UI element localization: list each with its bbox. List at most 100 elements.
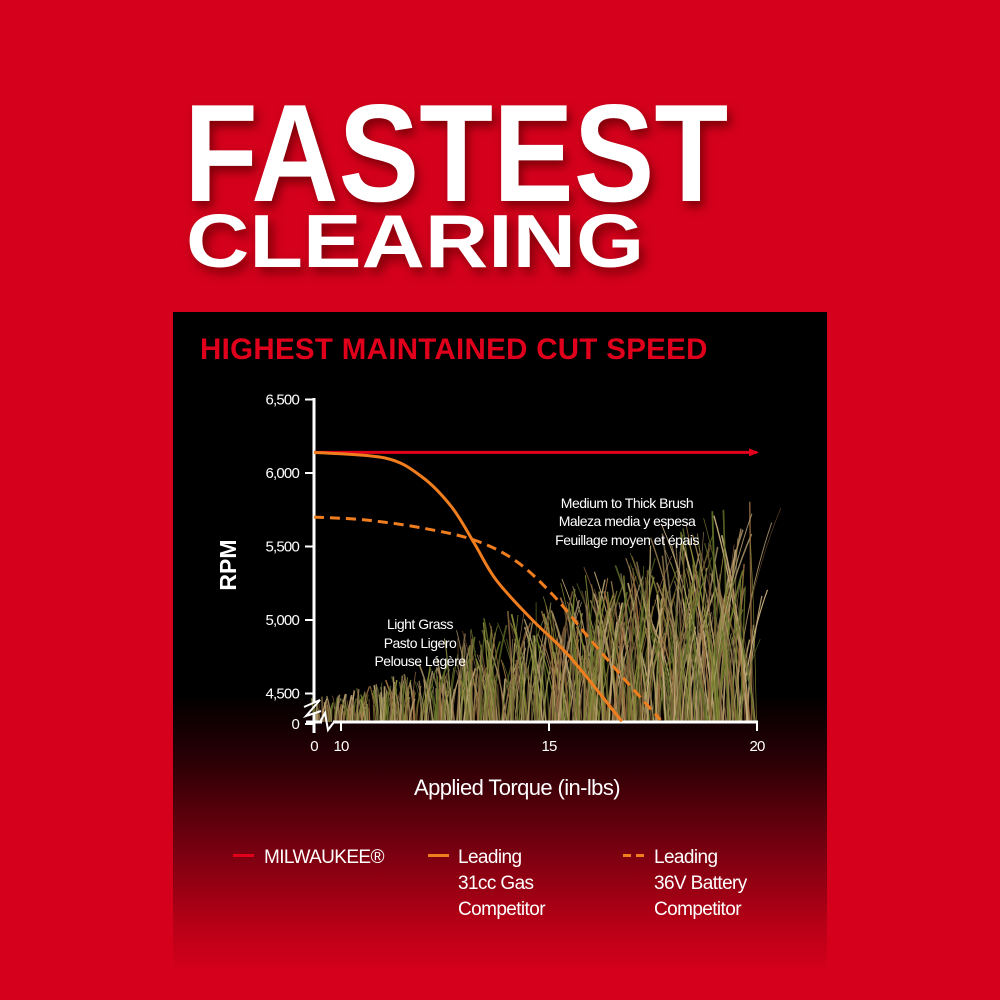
grass-blade	[687, 540, 719, 723]
grass-blade	[661, 533, 680, 723]
grass-blade	[684, 578, 694, 723]
grass-blade	[374, 690, 381, 723]
grass-blade	[509, 638, 513, 723]
legend-swatch-battery	[623, 854, 645, 857]
grass-blade	[717, 587, 752, 723]
grass-blade	[440, 682, 446, 723]
grass-blade	[369, 685, 377, 723]
annotation-medium-brush: Medium to Thick Brush Maleza media y esp…	[555, 495, 700, 548]
grass-blade	[579, 611, 597, 723]
grass-blade	[457, 637, 460, 723]
grass-blade	[696, 533, 714, 723]
grass-blade	[376, 686, 384, 723]
grass-blade	[399, 675, 404, 723]
grass-blade	[372, 690, 379, 723]
grass-blade	[483, 641, 501, 723]
grass-blade	[643, 598, 671, 723]
grass-blade	[360, 700, 367, 723]
grass-blade	[689, 590, 694, 723]
grass-blade	[709, 513, 753, 723]
series-layer	[313, 448, 759, 723]
grass-blade	[408, 698, 416, 723]
legend-label-gas: Leading 31cc Gas Competitor	[458, 847, 546, 920]
grass-blade	[552, 668, 556, 723]
grass-blade	[736, 623, 755, 723]
grass-blade	[526, 639, 548, 723]
grass-blade	[425, 670, 434, 723]
grass-blade	[471, 654, 486, 723]
series-36v-battery	[313, 515, 662, 721]
grass-blade	[682, 528, 701, 723]
grass-blade	[501, 678, 507, 723]
grass-blade	[428, 679, 432, 723]
grass-blade	[711, 511, 718, 723]
grass-blade	[336, 700, 340, 723]
grass-blade	[750, 544, 757, 723]
grass-blade	[690, 583, 711, 723]
grass-blade	[442, 680, 450, 723]
grass-blade	[403, 704, 407, 723]
grass-blade	[548, 626, 566, 723]
y-tick-label: 4,500	[265, 686, 299, 703]
labels-layer: RPM Applied Torque (in-lbs) Light Grass …	[215, 495, 700, 800]
grass-blade	[396, 694, 401, 723]
grass-blade	[327, 704, 331, 723]
grass-blade	[346, 700, 351, 723]
grass-blade	[489, 622, 505, 723]
grass-blade	[538, 673, 544, 723]
grass-blade	[622, 575, 630, 723]
grass-blade	[588, 594, 615, 723]
grass-blade	[673, 641, 678, 723]
annotation-light-grass: Light Grass Pasto Ligero Pelouse Légère	[374, 616, 466, 669]
grass-blade	[654, 633, 672, 723]
grass-blade	[502, 662, 517, 723]
grass-blade	[660, 602, 670, 723]
grass-blade	[481, 629, 501, 723]
grass-blade	[537, 633, 560, 723]
y-tick-label: 0	[291, 716, 299, 733]
grass-blade	[372, 705, 375, 723]
grass-blade	[713, 616, 722, 723]
grass-blade	[509, 619, 526, 723]
grass-blade	[583, 664, 597, 723]
grass-blade	[433, 663, 449, 723]
grass-blade	[621, 656, 625, 723]
x-axis-break-icon	[319, 710, 335, 733]
grass-blade	[401, 685, 405, 723]
grass-blade	[625, 617, 647, 723]
annotation-line: Maleza media y espesa	[559, 513, 696, 529]
chart-title: HIGHEST MAINTAINED CUT SPEED	[200, 333, 708, 366]
grass-blade	[432, 683, 437, 723]
grass-blade	[418, 680, 423, 723]
grass-blade	[720, 535, 749, 723]
grass-blade	[665, 617, 678, 723]
grass-blade	[512, 610, 525, 723]
grass-blade	[464, 642, 472, 723]
headline-clearing: CLEARING	[186, 199, 645, 283]
grass-blade	[526, 651, 545, 723]
grass-blade	[629, 552, 666, 723]
grass-blade	[351, 690, 355, 723]
x-tick-label: 20	[749, 738, 765, 755]
grass-blade	[584, 575, 597, 723]
grass-blade	[542, 596, 567, 723]
grass-blade	[643, 632, 666, 723]
grass-blade	[356, 699, 360, 723]
grass-blade	[414, 693, 421, 723]
grass-blade	[343, 694, 347, 723]
grass-blade	[518, 658, 524, 723]
grass-blade	[632, 562, 651, 723]
legend-swatch-gas	[428, 854, 449, 857]
grass-blade	[731, 578, 744, 723]
grass-blade	[340, 693, 347, 723]
legend-label-milwaukee: MILWAUKEE®	[264, 847, 385, 868]
grass-blade	[590, 625, 609, 723]
grass-blade	[488, 683, 495, 723]
grass-blade	[515, 631, 525, 723]
grass-blade	[465, 669, 475, 723]
series-31cc-gas	[313, 450, 623, 723]
grass-blade	[427, 686, 435, 723]
legend-swatch-milwaukee	[233, 854, 254, 857]
grass-blade	[412, 689, 415, 723]
grass-blade	[583, 645, 586, 723]
